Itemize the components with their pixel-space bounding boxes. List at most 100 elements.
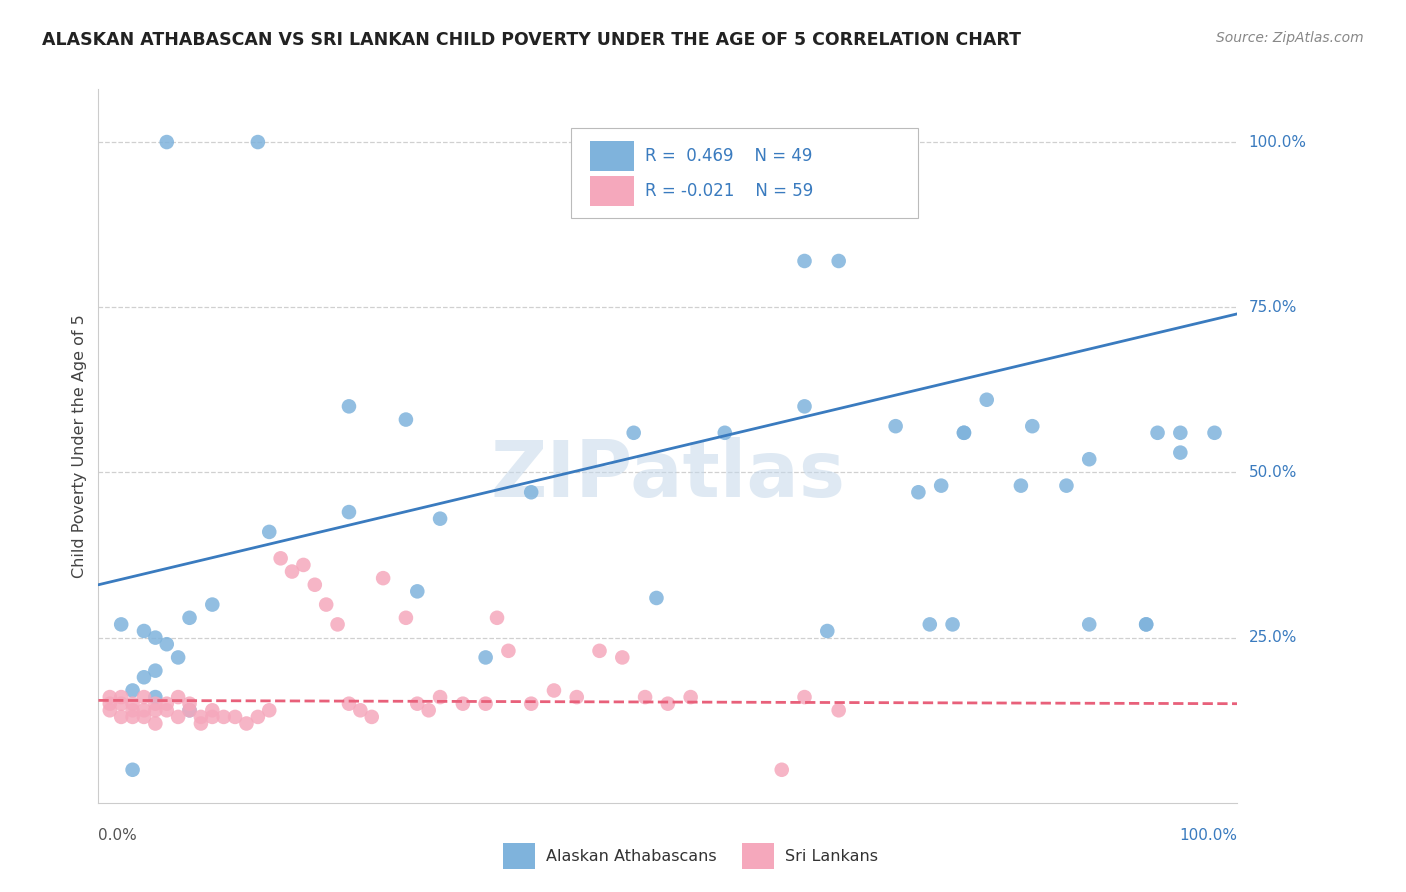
Point (98, 697, 121, 711)
Point (371, 571, 394, 585)
Point (474, 650, 496, 665)
Point (1010, 478, 1032, 492)
Point (1021, 419, 1043, 434)
Point (145, 690, 167, 704)
Point (167, 710, 190, 724)
Point (337, 400, 360, 414)
Bar (591, 176, 634, 205)
Text: Sri Lankans: Sri Lankans (785, 849, 879, 863)
Point (201, 703, 224, 717)
Point (657, 697, 679, 711)
Text: ZIPatlas: ZIPatlas (491, 436, 845, 513)
Point (132, 710, 155, 724)
Point (1170, 425, 1192, 440)
Point (429, 690, 451, 704)
Point (132, 670, 155, 684)
Point (98, 703, 121, 717)
Point (246, 710, 269, 724)
Point (612, 650, 634, 665)
Point (201, 710, 224, 724)
FancyBboxPatch shape (571, 128, 918, 218)
Point (246, 135, 269, 149)
Point (907, 485, 929, 500)
Point (474, 697, 496, 711)
Point (714, 425, 737, 440)
Point (360, 710, 382, 724)
Point (179, 611, 201, 625)
Point (395, 611, 418, 625)
Text: 100.0%: 100.0% (1180, 828, 1237, 843)
Point (121, 710, 143, 724)
Point (953, 425, 976, 440)
Point (815, 624, 838, 638)
Point (201, 598, 224, 612)
Point (167, 650, 190, 665)
Point (793, 254, 815, 268)
Point (145, 631, 167, 645)
Point (110, 617, 132, 632)
Bar (503, 844, 534, 869)
Point (121, 703, 143, 717)
Point (520, 697, 543, 711)
Point (337, 697, 360, 711)
Point (145, 716, 167, 731)
Point (1135, 617, 1157, 632)
Point (110, 690, 132, 704)
Point (190, 716, 212, 731)
Point (918, 617, 941, 632)
Point (770, 763, 793, 777)
Point (156, 697, 179, 711)
Point (929, 478, 952, 492)
Point (145, 664, 167, 678)
Point (145, 703, 167, 717)
Point (292, 558, 315, 572)
Y-axis label: Child Poverty Under the Age of 5: Child Poverty Under the Age of 5 (72, 314, 87, 578)
Point (145, 697, 167, 711)
Point (395, 412, 418, 426)
Point (793, 400, 815, 414)
Point (828, 254, 851, 268)
Point (281, 565, 304, 579)
Point (1078, 452, 1101, 467)
Text: 25.0%: 25.0% (1249, 630, 1296, 645)
Text: R =  0.469    N = 49: R = 0.469 N = 49 (645, 146, 813, 164)
Text: Alaskan Athabascans: Alaskan Athabascans (546, 849, 717, 863)
Point (884, 419, 907, 434)
Point (623, 425, 645, 440)
Point (110, 710, 132, 724)
Point (212, 710, 235, 724)
Point (259, 703, 281, 717)
Point (828, 703, 851, 717)
Point (270, 551, 292, 566)
Text: Source: ZipAtlas.com: Source: ZipAtlas.com (1216, 31, 1364, 45)
Point (645, 591, 668, 605)
Point (498, 644, 520, 658)
Point (224, 710, 246, 724)
Point (418, 703, 440, 717)
Point (132, 690, 155, 704)
Point (793, 690, 815, 704)
Point (1135, 617, 1157, 632)
Point (326, 617, 349, 632)
Point (565, 690, 588, 704)
Point (486, 611, 509, 625)
Point (121, 683, 143, 698)
Point (976, 392, 998, 407)
Point (543, 683, 565, 698)
Point (1204, 425, 1226, 440)
Bar (591, 141, 634, 171)
Point (179, 703, 201, 717)
Point (429, 511, 451, 525)
Text: 50.0%: 50.0% (1249, 465, 1296, 480)
Point (179, 703, 201, 717)
Text: ALASKAN ATHABASCAN VS SRI LANKAN CHILD POVERTY UNDER THE AGE OF 5 CORRELATION CH: ALASKAN ATHABASCAN VS SRI LANKAN CHILD P… (42, 31, 1021, 49)
Point (156, 135, 179, 149)
Point (98, 690, 121, 704)
Point (167, 690, 190, 704)
Point (156, 703, 179, 717)
Point (406, 584, 429, 599)
Point (156, 637, 179, 651)
Point (451, 697, 474, 711)
Point (953, 425, 976, 440)
Point (942, 617, 965, 632)
